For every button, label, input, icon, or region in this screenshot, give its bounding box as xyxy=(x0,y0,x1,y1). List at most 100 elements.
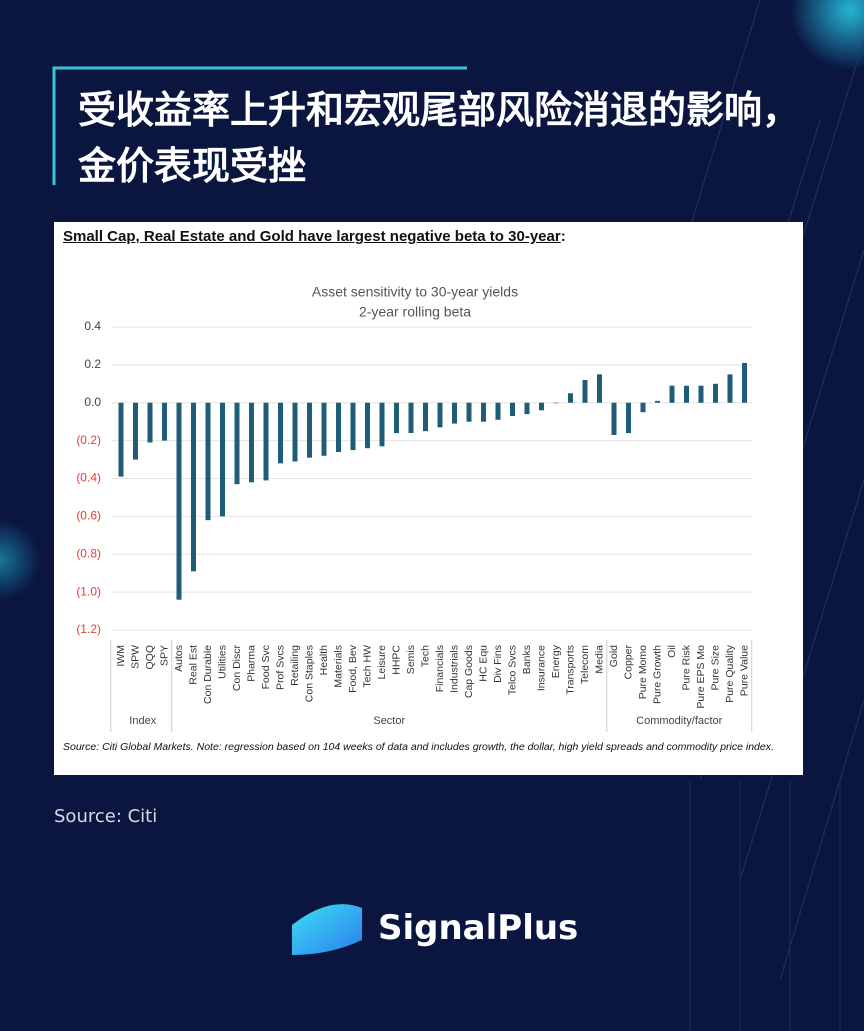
source: Source: Citi xyxy=(54,806,158,827)
x-tick-label: Industrials xyxy=(448,645,460,693)
x-tick-label: Autos xyxy=(173,645,185,672)
y-tick-label: (0.8) xyxy=(76,546,101,560)
x-tick-label: Semis xyxy=(405,645,417,674)
x-tick-label: Div Fins xyxy=(492,645,504,683)
bar xyxy=(466,402,472,422)
y-tick-label: 0.2 xyxy=(84,357,101,371)
bar xyxy=(350,402,356,451)
bar xyxy=(539,402,544,411)
x-tick-label: QQQ xyxy=(144,645,156,670)
x-tick-label: Pure Risk xyxy=(680,644,692,690)
bar xyxy=(220,402,225,517)
bar xyxy=(698,385,704,403)
x-tick-label: Telco Svcs xyxy=(506,645,518,695)
y-tick-label: (1.2) xyxy=(76,622,101,636)
bar xyxy=(336,402,341,452)
bar xyxy=(278,402,283,464)
x-tick-label: Pure Growth xyxy=(651,645,663,704)
x-tick-label: Health xyxy=(318,645,330,676)
x-tick-label: IWM xyxy=(115,645,127,667)
chart-note: Source: Citi Global Markets. Note: regre… xyxy=(63,741,774,753)
bar xyxy=(249,402,254,483)
group-label: Index xyxy=(129,715,156,727)
bar xyxy=(176,402,182,600)
bar xyxy=(742,362,747,403)
bar xyxy=(307,402,312,458)
bar xyxy=(611,402,617,435)
bar xyxy=(423,402,428,432)
x-tick-label: HHPC xyxy=(390,645,402,675)
heading-text: Small Cap, Real Estate and Gold have lar… xyxy=(63,228,561,245)
x-tick-label: Transports xyxy=(564,645,576,695)
heading-suffix: : xyxy=(560,228,566,245)
bar xyxy=(263,402,269,481)
x-tick-label: SPW xyxy=(129,645,141,669)
x-tick-label: Food, Bev xyxy=(347,644,359,693)
x-tick-label: Gold xyxy=(608,645,620,667)
bar xyxy=(727,374,733,403)
bar xyxy=(292,402,298,462)
bar xyxy=(553,402,559,404)
x-tick-label: SPY xyxy=(158,645,170,666)
logo-icon xyxy=(292,904,362,955)
bar xyxy=(234,402,240,485)
page-title: 受收益率上升和宏观尾部风险消退的影响，金价表现受挫 xyxy=(78,88,801,188)
x-tick-label: Pure Quality xyxy=(724,644,736,703)
x-tick-label: Pure Momo xyxy=(637,645,649,699)
bar xyxy=(379,402,385,447)
bar xyxy=(205,402,211,521)
bar xyxy=(118,402,124,477)
bar xyxy=(162,402,167,441)
chart-subtitle: 2-year rolling beta xyxy=(359,304,471,320)
x-tick-label: Retailing xyxy=(289,645,301,686)
x-tick-label: Telecom xyxy=(579,645,591,684)
bar xyxy=(597,374,602,403)
x-tick-label: Con Durable xyxy=(202,645,214,704)
chart-title: Asset sensitivity to 30-year yields xyxy=(312,284,518,300)
x-tick-label: Energy xyxy=(550,644,562,678)
x-tick-label: Cap Goods xyxy=(463,645,475,698)
y-tick-label: (0.2) xyxy=(76,433,101,447)
group-label: Sector xyxy=(373,715,405,727)
x-tick-label: Utilities xyxy=(216,645,228,679)
x-tick-label: Prof Svcs xyxy=(274,645,286,690)
bar xyxy=(684,385,689,403)
bar xyxy=(626,402,631,434)
bar xyxy=(510,402,515,417)
bar xyxy=(495,402,501,420)
bar xyxy=(568,393,573,403)
bar xyxy=(437,402,443,428)
chart-heading: Small Cap, Real Estate and Gold have lar… xyxy=(63,228,566,245)
x-tick-label: Materials xyxy=(332,645,344,688)
x-tick-label: Pharma xyxy=(245,645,257,682)
x-tick-label: Leisure xyxy=(376,645,388,680)
x-tick-label: Banks xyxy=(521,645,533,674)
bar xyxy=(408,402,414,434)
group-label: Commodity/factor xyxy=(636,715,723,727)
y-tick-label: (1.0) xyxy=(76,584,101,598)
x-tick-label: Insurance xyxy=(535,645,547,691)
brand: SignalPlus xyxy=(378,908,579,948)
x-tick-label: Food Svc xyxy=(260,645,272,689)
bar xyxy=(582,380,588,403)
bar xyxy=(669,385,675,403)
bar xyxy=(713,383,718,403)
y-tick-label: (0.4) xyxy=(76,471,101,485)
bar xyxy=(640,402,646,413)
bar xyxy=(365,402,370,449)
bar xyxy=(321,402,327,456)
bar xyxy=(147,402,153,443)
x-tick-label: Tech HW xyxy=(361,645,373,688)
x-tick-label: Pure Size xyxy=(709,645,721,691)
bar xyxy=(452,402,457,424)
x-tick-label: Media xyxy=(593,645,605,674)
bar xyxy=(481,402,486,422)
x-tick-label: HC Equ xyxy=(477,645,489,682)
x-tick-label: Financials xyxy=(434,645,446,692)
x-tick-label: Real Est xyxy=(187,645,199,685)
bar xyxy=(524,402,530,415)
x-tick-label: Tech xyxy=(419,645,431,667)
bar xyxy=(191,402,196,572)
bar xyxy=(133,402,138,460)
